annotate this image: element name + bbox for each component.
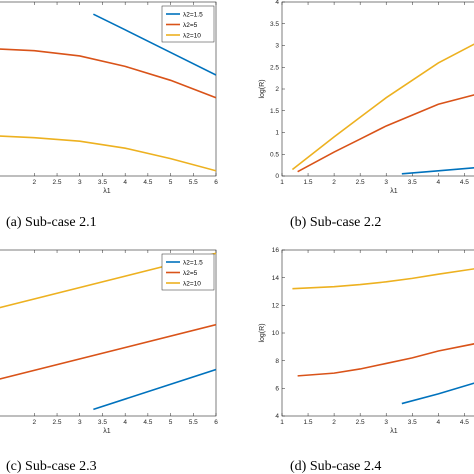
x-tick-label: 1.5 — [304, 179, 313, 186]
x-tick-label: 3.5 — [98, 179, 107, 186]
plot-area — [281, 249, 474, 417]
x-tick-label: 4 — [437, 179, 441, 186]
x-tick-label: 5.5 — [189, 419, 198, 426]
y-tick-label: 8 — [275, 358, 279, 365]
x-tick-label: 2 — [332, 179, 336, 186]
x-tick-label: 1 — [280, 179, 284, 186]
subfigure-caption: (d) Sub-case 2.4 — [290, 459, 381, 474]
x-tick-label: 2.5 — [53, 179, 62, 186]
series-line-2 — [0, 323, 216, 380]
x-tick-label: 3 — [384, 179, 388, 186]
chart-3: 2 2.5 3 3.5 4 4.5 5 5.5 6 λ1 λ2=1.5 λ2=5 λ2=10 (c) Su… — [0, 249, 218, 474]
series-line-1 — [93, 13, 216, 76]
chart-2: 1 1.5 2 2.5 3 3.5 4 4.5 0 0.5 1 1.5 2 2.5 3 3.5 4 λ1 log(R… — [259, 0, 474, 230]
x-tick-label: 1.5 — [304, 419, 313, 426]
series-line-3 — [0, 135, 216, 172]
series-line-1 — [401, 166, 474, 175]
legend-entry: λ2=10 — [183, 280, 201, 287]
y-axis-label: log(R) — [259, 323, 266, 342]
x-tick-label: 6 — [214, 419, 218, 426]
legend-entry: λ2=5 — [183, 22, 198, 29]
series-line-3 — [291, 43, 474, 171]
x-tick-label: 3 — [384, 419, 388, 426]
y-tick-label: 4 — [275, 413, 279, 420]
x-tick-label: 2.5 — [356, 419, 365, 426]
x-tick-label: 5 — [169, 419, 173, 426]
series-line-2 — [297, 343, 474, 377]
x-tick-label: 3.5 — [98, 419, 107, 426]
x-axis-label: λ1 — [103, 188, 111, 195]
x-tick-label: 4.5 — [460, 179, 469, 186]
x-tick-label: 6 — [214, 179, 218, 186]
subfigure-caption: (b) Sub-case 2.2 — [290, 215, 381, 230]
x-tick-label: 4 — [123, 419, 127, 426]
y-tick-label: 2 — [275, 86, 279, 93]
y-tick-label: 2.5 — [270, 64, 279, 71]
x-tick-label: 3 — [78, 419, 82, 426]
x-tick-label: 3 — [78, 179, 82, 186]
x-tick-label: 4.5 — [143, 179, 152, 186]
series-line-1 — [93, 368, 216, 411]
legend-entry: λ2=5 — [183, 270, 198, 277]
x-tick-label: 4 — [437, 419, 441, 426]
x-tick-label: 3.5 — [408, 179, 417, 186]
y-tick-label: 1.5 — [270, 108, 279, 115]
y-tick-label: 10 — [272, 330, 280, 337]
x-tick-label: 5.5 — [189, 179, 198, 186]
series-line-2 — [0, 48, 216, 99]
series-line-3 — [292, 268, 474, 290]
y-tick-label: 0.5 — [270, 151, 279, 158]
chart-1: 2 2.5 3 3.5 4 4.5 5 5.5 6 λ1 λ2=1.5 λ2=5 λ2=10 (a) Su… — [0, 1, 218, 230]
y-tick-label: 3 — [275, 43, 279, 50]
x-tick-label: 4 — [123, 179, 127, 186]
x-axis-label: λ1 — [103, 428, 111, 435]
y-tick-label: 1 — [275, 130, 279, 137]
plot-area — [281, 1, 474, 177]
legend-entry: λ2=10 — [183, 32, 201, 39]
x-tick-label: 4.5 — [143, 419, 152, 426]
x-tick-label: 3.5 — [408, 419, 417, 426]
x-axis-label: λ1 — [390, 428, 398, 435]
chart-4: 1 1.5 2 2.5 3 3.5 4 4.5 4 6 8 10 12 14 16 λ1 log(R) (d) S… — [259, 247, 474, 474]
series-line-2 — [297, 94, 474, 173]
x-tick-label: 2.5 — [53, 419, 62, 426]
x-tick-label: 5 — [169, 179, 173, 186]
y-tick-label: 0 — [275, 173, 279, 180]
y-tick-label: 4 — [275, 0, 279, 6]
legend-entry: λ2=1.5 — [183, 11, 203, 18]
y-tick-label: 16 — [272, 247, 280, 254]
y-tick-label: 14 — [272, 275, 280, 282]
y-tick-label: 3.5 — [270, 21, 279, 28]
y-tick-label: 12 — [272, 303, 280, 310]
x-tick-label: 4.5 — [460, 419, 469, 426]
x-tick-label: 2 — [332, 419, 336, 426]
y-axis-label: log(R) — [259, 79, 266, 98]
x-tick-label: 2.5 — [356, 179, 365, 186]
series-line-1 — [401, 382, 474, 405]
legend-entry: λ2=1.5 — [183, 259, 203, 266]
subfigure-caption: (a) Sub-case 2.1 — [6, 215, 97, 230]
x-tick-label: 2 — [33, 419, 37, 426]
x-tick-label: 2 — [33, 179, 37, 186]
y-tick-label: 6 — [275, 386, 279, 393]
x-axis-label: λ1 — [390, 188, 398, 195]
x-tick-label: 1 — [280, 419, 284, 426]
subfigure-caption: (c) Sub-case 2.3 — [6, 459, 97, 474]
